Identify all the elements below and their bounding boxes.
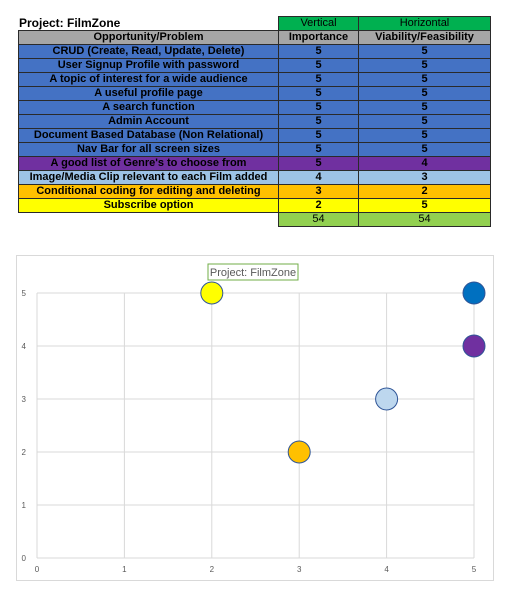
table-row: A search function 5 5	[18, 100, 491, 115]
y-tick-label: 5	[22, 289, 27, 298]
data-point	[287, 440, 311, 464]
table-corner-blank	[19, 17, 279, 31]
row-label: Image/Media Clip relevant to each Film a…	[18, 170, 279, 185]
row-label: Nav Bar for all screen sizes	[18, 142, 279, 157]
table-header-row: Opportunity/Problem Importance Viability…	[18, 30, 491, 45]
table-row: A useful profile page 5 5	[18, 86, 491, 101]
x-tick-label: 3	[297, 565, 302, 574]
row-viability: 5	[358, 58, 491, 73]
project-title: Project: FilmZone	[19, 16, 121, 30]
total-importance: 54	[278, 212, 359, 227]
totals-blank	[19, 213, 279, 227]
table-row: Subscribe option 2 5	[18, 198, 491, 213]
y-tick-label: 0	[22, 554, 27, 563]
chart-points	[200, 281, 486, 464]
row-viability: 5	[358, 114, 491, 129]
y-tick-label: 1	[22, 501, 27, 510]
data-point	[462, 334, 486, 358]
row-importance: 5	[278, 58, 359, 73]
x-tick-label: 2	[210, 565, 215, 574]
x-tick-label: 4	[384, 565, 389, 574]
row-viability: 5	[358, 100, 491, 115]
table-row: A good list of Genre's to choose from 5 4	[18, 156, 491, 171]
row-viability: 5	[358, 44, 491, 59]
scatter-chart: Project: FilmZone 0 1 2 3 4 5 0 1 2 3 4 5	[22, 263, 486, 574]
header-vertical: Vertical	[278, 16, 359, 31]
row-label: A useful profile page	[18, 86, 279, 101]
row-label: A search function	[18, 100, 279, 115]
row-viability: 4	[358, 156, 491, 171]
data-point	[200, 281, 224, 305]
header-importance: Importance	[278, 30, 359, 45]
opportunity-matrix-table: Vertical Horizontal Opportunity/Problem …	[18, 16, 491, 227]
row-importance: 5	[278, 72, 359, 87]
row-viability: 3	[358, 170, 491, 185]
y-tick-label: 3	[22, 395, 27, 404]
row-viability: 2	[358, 184, 491, 199]
row-viability: 5	[358, 128, 491, 143]
row-label: CRUD (Create, Read, Update, Delete)	[18, 44, 279, 59]
row-label: A topic of interest for a wide audience	[18, 72, 279, 87]
chart-title: Project: FilmZone	[210, 267, 296, 279]
chart-frame: Project: FilmZone 0 1 2 3 4 5 0 1 2 3 4 5	[16, 255, 494, 581]
y-tick-label: 4	[22, 342, 27, 351]
header-opportunity: Opportunity/Problem	[18, 30, 279, 45]
row-importance: 4	[278, 170, 359, 185]
row-importance: 5	[278, 100, 359, 115]
row-viability: 5	[358, 72, 491, 87]
row-importance: 5	[278, 128, 359, 143]
x-tick-label: 1	[122, 565, 127, 574]
data-point	[375, 387, 399, 411]
row-viability: 5	[358, 198, 491, 213]
table-row: Nav Bar for all screen sizes 5 5	[18, 142, 491, 157]
row-importance: 3	[278, 184, 359, 199]
table-row: CRUD (Create, Read, Update, Delete) 5 5	[18, 44, 491, 59]
chart-title-group: Project: FilmZone	[207, 263, 299, 281]
row-viability: 5	[358, 142, 491, 157]
chart-ticks: 0 1 2 3 4 5 0 1 2 3 4 5	[22, 289, 477, 574]
table-row: A topic of interest for a wide audience 5…	[18, 72, 491, 87]
row-importance: 2	[278, 198, 359, 213]
row-label: Conditional coding for editing and delet…	[18, 184, 279, 199]
row-importance: 5	[278, 44, 359, 59]
row-label: User Signup Profile with password	[18, 58, 279, 73]
total-viability: 54	[358, 212, 491, 227]
table-top-header-row: Vertical Horizontal	[19, 16, 491, 31]
row-label: Document Based Database (Non Relational)	[18, 128, 279, 143]
row-label: Subscribe option	[18, 198, 279, 213]
data-point	[462, 281, 486, 305]
table-row: Document Based Database (Non Relational)…	[18, 128, 491, 143]
header-viability: Viability/Feasibility	[358, 30, 491, 45]
table-row: Image/Media Clip relevant to each Film a…	[18, 170, 491, 185]
row-importance: 5	[278, 142, 359, 157]
table-row: Admin Account 5 5	[18, 114, 491, 129]
row-viability: 5	[358, 86, 491, 101]
chart-grid	[36, 292, 475, 559]
table-row: User Signup Profile with password 5 5	[18, 58, 491, 73]
x-tick-label: 0	[35, 565, 40, 574]
row-importance: 5	[278, 114, 359, 129]
chart-title-box	[207, 263, 299, 281]
row-importance: 5	[278, 156, 359, 171]
row-label: Admin Account	[18, 114, 279, 129]
table-row: Conditional coding for editing and delet…	[18, 184, 491, 199]
row-label: A good list of Genre's to choose from	[18, 156, 279, 171]
x-tick-label: 5	[472, 565, 477, 574]
y-tick-label: 2	[22, 448, 27, 457]
row-importance: 5	[278, 86, 359, 101]
table-totals-row: 54 54	[19, 212, 491, 227]
header-horizontal: Horizontal	[358, 16, 491, 31]
